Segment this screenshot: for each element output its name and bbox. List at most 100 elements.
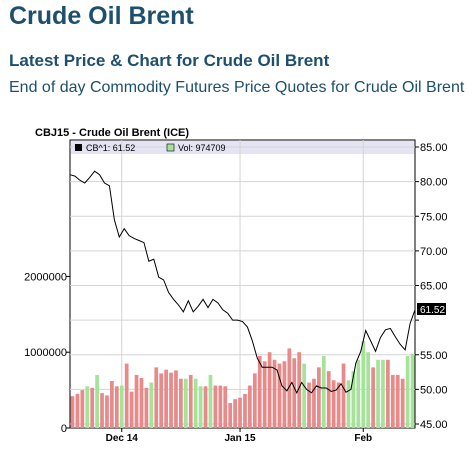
volume-bar-30 xyxy=(218,385,223,428)
price-line xyxy=(69,170,416,395)
volume-bar-68 xyxy=(405,356,410,428)
volume-bar-7 xyxy=(105,395,109,428)
volume-bar-38 xyxy=(257,356,262,428)
volume-bar-69 xyxy=(410,353,415,428)
volume-bar-15 xyxy=(144,387,149,428)
last-price-label: 61.52 xyxy=(420,305,445,316)
page-subtitle: Latest Price & Chart for Crude Oil Brent xyxy=(9,51,330,70)
volume-bar-40 xyxy=(267,352,272,428)
volume-bar-4 xyxy=(90,387,95,428)
volume-bar-22 xyxy=(179,378,183,428)
volume-bar-2 xyxy=(80,390,85,428)
volume-bar-31 xyxy=(223,386,228,428)
volume-bar-28 xyxy=(208,374,213,428)
volume-bar-67 xyxy=(400,378,405,428)
volume-bar-49 xyxy=(312,378,316,428)
volume-bar-20 xyxy=(169,372,173,428)
x-tick-label-0: Dec 14 xyxy=(106,433,139,444)
price-tick-label-0: 45.00 xyxy=(420,419,448,431)
price-axis: 45.00 50.00 55.00 65.00 70.00 75.00 80.00 85.00 xyxy=(415,142,448,431)
volume-bar-44 xyxy=(287,348,292,428)
volume-bar-8 xyxy=(110,381,114,428)
chart-title: CBJ15 - Crude Oil Brent (ICE) xyxy=(35,127,189,139)
last-price-marker xyxy=(417,303,446,315)
x-axis: Dec 14 Jan 15 Feb xyxy=(106,428,372,444)
volume-bar-55 xyxy=(341,363,346,428)
volume-bar-27 xyxy=(203,386,208,428)
volume-bar-64 xyxy=(386,359,390,428)
chart-container: CBJ15 - Crude Oil Brent (ICE) 45.00 50.00… xyxy=(0,120,475,453)
volume-bar-37 xyxy=(252,373,257,428)
volume-bar-34 xyxy=(238,397,242,428)
legend-price-swatch xyxy=(75,144,82,151)
volume-bar-32 xyxy=(228,402,233,428)
volume-bar-35 xyxy=(243,393,247,428)
volume-bar-23 xyxy=(183,378,188,428)
volume-bar-57 xyxy=(351,371,356,428)
volume-bar-45 xyxy=(292,358,297,428)
volume-bar-58 xyxy=(356,359,361,428)
volume-bar-41 xyxy=(272,359,277,428)
volume-bar-59 xyxy=(361,340,366,428)
volume-bar-48 xyxy=(307,382,311,428)
volume-bar-14 xyxy=(139,377,144,428)
price-tick-label-6: 75.00 xyxy=(420,211,448,223)
volume-bar-33 xyxy=(233,399,237,428)
legend-volume-label: Vol: 974709 xyxy=(178,143,226,153)
page-title: Crude Oil Brent xyxy=(9,2,194,30)
volume-axis: 0 1000000 2000000 xyxy=(24,271,70,435)
volume-bar-24 xyxy=(188,374,193,428)
price-tick-label-1: 50.00 xyxy=(420,384,448,396)
volume-bar-3 xyxy=(85,386,90,428)
price-tick-label-5: 70.00 xyxy=(420,246,448,258)
legend-price-label: CB^1: 61.52 xyxy=(86,143,135,153)
price-tick-label-2: 55.00 xyxy=(420,350,448,362)
volume-bar-53 xyxy=(331,380,336,428)
volume-bar-65 xyxy=(390,374,395,428)
volume-tick-label-0: 0 xyxy=(61,423,67,435)
volume-bar-47 xyxy=(302,363,306,428)
volume-bar-56 xyxy=(346,380,351,428)
volume-tick-label-1: 1000000 xyxy=(24,347,67,359)
volume-bar-52 xyxy=(326,371,331,428)
volume-bar-17 xyxy=(154,367,159,428)
volume-bar-54 xyxy=(336,382,341,428)
volume-bar-19 xyxy=(164,369,168,428)
price-tick-label-8: 85.00 xyxy=(420,142,448,154)
volume-bar-60 xyxy=(366,352,371,428)
volume-bar-9 xyxy=(114,386,119,428)
volume-bar-61 xyxy=(371,367,375,428)
volume-bar-39 xyxy=(262,361,267,428)
volume-bar-63 xyxy=(381,359,385,428)
volume-bar-42 xyxy=(277,363,282,428)
price-tick-label-4: 65.00 xyxy=(420,281,448,293)
volume-bar-6 xyxy=(100,393,104,428)
volume-bar-16 xyxy=(149,382,154,428)
volume-bars xyxy=(70,340,415,428)
volume-bar-13 xyxy=(134,374,139,428)
volume-bar-62 xyxy=(376,359,380,428)
volume-bar-5 xyxy=(95,374,99,428)
page-description: End of day Commodity Futures Price Quote… xyxy=(9,79,465,96)
volume-bar-36 xyxy=(248,385,252,428)
volume-bar-29 xyxy=(213,385,218,428)
volume-bar-51 xyxy=(321,356,326,428)
volume-bar-26 xyxy=(198,386,203,428)
volume-bar-43 xyxy=(282,361,287,428)
volume-tick-label-2: 2000000 xyxy=(24,271,67,283)
volume-bar-25 xyxy=(193,378,198,428)
volume-bar-46 xyxy=(297,352,302,428)
x-tick-label-2: Feb xyxy=(354,433,372,444)
x-tick-label-1: Jan 15 xyxy=(224,433,256,444)
volume-bar-0 xyxy=(70,396,75,428)
price-chart: CBJ15 - Crude Oil Brent (ICE) 45.00 50.00… xyxy=(24,127,448,444)
volume-bar-11 xyxy=(124,363,129,428)
volume-bar-10 xyxy=(119,385,124,428)
grid-lines xyxy=(70,140,415,428)
volume-bar-21 xyxy=(174,370,178,428)
price-tick-label-7: 80.00 xyxy=(420,177,448,189)
price-line-group xyxy=(69,170,416,395)
volume-bar-66 xyxy=(395,374,400,428)
volume-bar-18 xyxy=(159,373,164,428)
volume-bar-12 xyxy=(129,391,134,428)
